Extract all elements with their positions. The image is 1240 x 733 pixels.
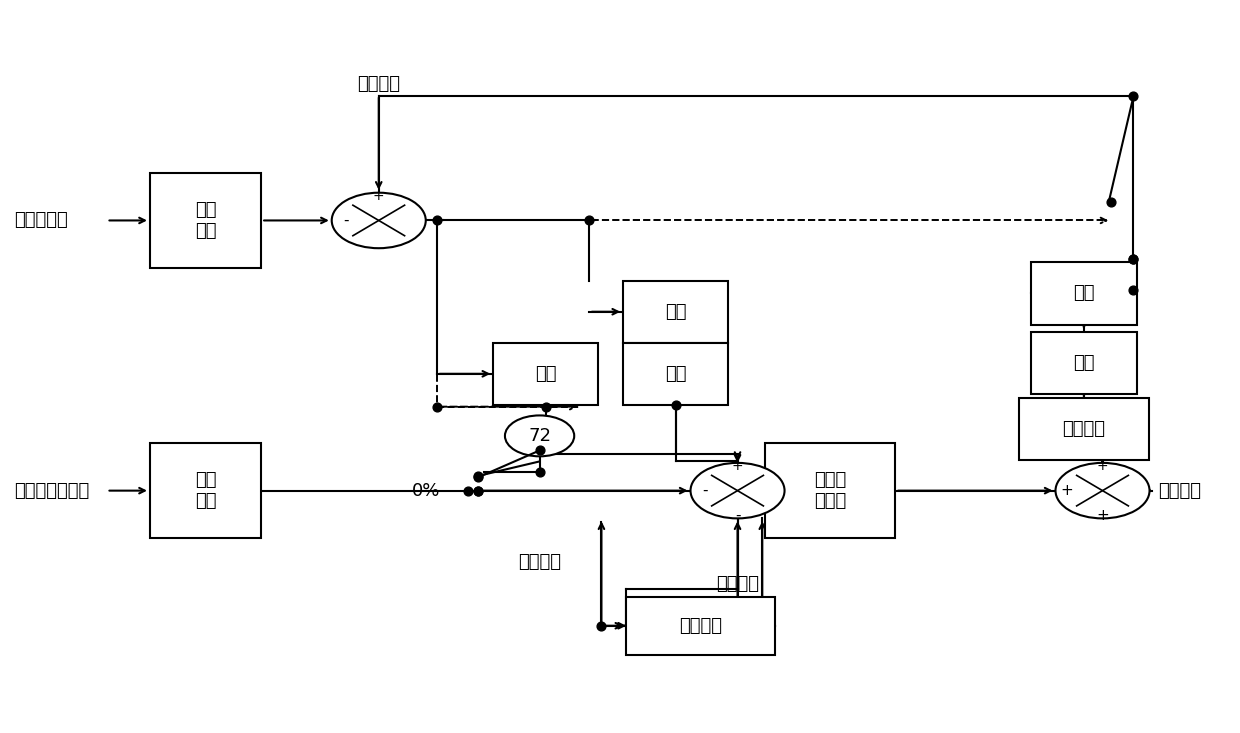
Text: 72: 72 xyxy=(528,427,551,445)
Bar xyxy=(626,597,775,655)
Circle shape xyxy=(691,463,785,518)
Text: -: - xyxy=(343,213,350,228)
Point xyxy=(1101,196,1121,208)
Circle shape xyxy=(505,416,574,457)
Circle shape xyxy=(332,193,425,248)
Text: 转速设定值: 转速设定值 xyxy=(14,211,67,229)
Text: 比例环节: 比例环节 xyxy=(1063,419,1105,438)
Point xyxy=(427,215,446,226)
Bar xyxy=(1019,397,1149,460)
Circle shape xyxy=(1055,463,1149,518)
Text: 死区: 死区 xyxy=(1073,284,1095,303)
Text: +: + xyxy=(1060,483,1073,498)
Text: 速率
限制: 速率 限制 xyxy=(195,201,216,240)
Text: 斜率: 斜率 xyxy=(534,365,557,383)
Text: 速率
限制: 速率 限制 xyxy=(195,471,216,510)
Bar xyxy=(622,343,728,405)
Point xyxy=(467,485,487,496)
Text: 比例前馈: 比例前馈 xyxy=(680,616,722,635)
Text: 死区: 死区 xyxy=(665,303,687,321)
Point xyxy=(1123,253,1143,265)
Text: +: + xyxy=(373,189,384,203)
Text: 切换开关: 切换开关 xyxy=(518,553,560,571)
Text: +: + xyxy=(1096,508,1109,523)
Point xyxy=(467,470,487,482)
Text: +: + xyxy=(1096,459,1109,474)
Text: 斜率: 斜率 xyxy=(1073,354,1095,372)
Text: 0%: 0% xyxy=(412,482,440,500)
Bar xyxy=(1032,332,1137,394)
Bar xyxy=(765,443,895,538)
Point xyxy=(529,445,549,457)
Text: 实测转速: 实测转速 xyxy=(357,75,401,92)
Point xyxy=(529,466,549,478)
Point xyxy=(666,399,686,410)
Bar xyxy=(1032,262,1137,325)
Point xyxy=(591,620,611,632)
Point xyxy=(427,401,446,413)
Text: 实测负荷: 实测负荷 xyxy=(715,575,759,592)
Point xyxy=(1123,253,1143,265)
Point xyxy=(458,485,477,496)
Text: 斜率: 斜率 xyxy=(665,365,687,383)
Point xyxy=(1123,284,1143,295)
Text: 比例积
分环节: 比例积 分环节 xyxy=(815,471,847,510)
Point xyxy=(467,485,487,496)
Point xyxy=(536,401,556,413)
Bar xyxy=(150,443,262,538)
Point xyxy=(467,471,487,483)
Text: -: - xyxy=(702,483,708,498)
Bar xyxy=(622,281,728,343)
Point xyxy=(1123,90,1143,102)
Text: -: - xyxy=(735,508,740,523)
Bar xyxy=(494,343,599,405)
Point xyxy=(579,215,599,226)
Text: 汽机负荷设定值: 汽机负荷设定值 xyxy=(14,482,89,500)
Bar xyxy=(150,173,262,268)
Text: +: + xyxy=(732,459,743,474)
Text: 汽机调阀: 汽机调阀 xyxy=(1158,482,1202,500)
